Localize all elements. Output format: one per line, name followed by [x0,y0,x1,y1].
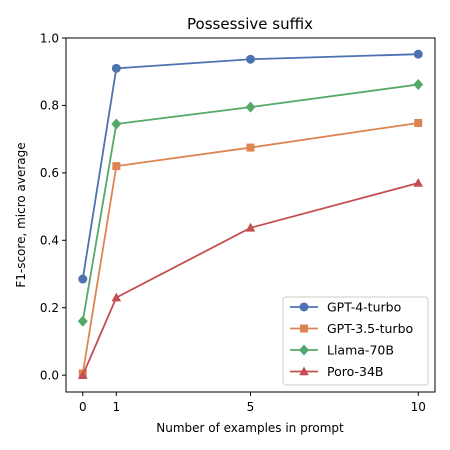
legend-box [282,296,429,386]
legend-marker [300,324,308,333]
y-tick-label: 0.6 [40,166,59,180]
data-point [245,222,256,232]
legend-label: Poro-34B [327,364,383,379]
data-point [246,143,255,152]
x-axis-label: Number of examples in prompt [156,421,344,435]
data-point [111,292,122,302]
data-point [112,162,121,171]
data-point [246,54,255,64]
x-tick-label: 5 [247,400,255,414]
y-tick-label: 0.0 [40,368,59,382]
y-tick-label: 0.4 [40,234,59,248]
series-gpt-4-turbo [78,49,423,284]
legend-label: GPT-4-turbo [327,300,401,315]
y-axis: 0.0 0.2 0.4 0.6 0.8 1.0 [40,31,66,382]
legend-item: GPT-3.5-turbo [290,321,413,336]
x-tick-label: 0 [79,400,87,414]
y-axis-label: F1-score, micro average [14,142,28,287]
series-line [81,83,419,322]
data-point [413,177,424,187]
y-tick-label: 0.2 [40,301,59,315]
data-point [78,274,88,284]
legend-label: Llama-70B [327,343,394,358]
data-point [245,101,256,113]
series-llama-70b [77,79,424,327]
x-tick-label: 10 [411,400,426,414]
legend-item: GPT-4-turbo [290,300,401,315]
legend-marker [299,366,309,376]
data-point [413,79,424,91]
y-tick-label: 0.8 [40,99,59,113]
y-tick-label: 1.0 [40,31,59,45]
x-axis: 0 1 5 10 [79,392,426,414]
x-tick-label: 1 [112,400,120,414]
legend-marker [299,302,309,312]
legend-item: Poro-34B [290,364,383,379]
series-poro-34b [77,177,424,379]
data-point [414,118,423,127]
data-point [77,315,88,327]
data-point [111,63,121,73]
legend-label: GPT-3.5-turbo [327,321,413,336]
data-point [413,49,423,59]
series-line [81,182,419,376]
data-point [111,118,122,130]
legend-marker [299,344,309,356]
series-layer [77,49,424,379]
legend-item: Llama-70B [290,343,394,358]
series-line [81,122,419,374]
series-line [81,53,419,280]
chart-title: Possessive suffix [187,15,313,33]
data-point [77,370,88,379]
legend: GPT-4-turbo GPT-3.5-turbo Llama-70B Poro-34… [282,296,429,386]
